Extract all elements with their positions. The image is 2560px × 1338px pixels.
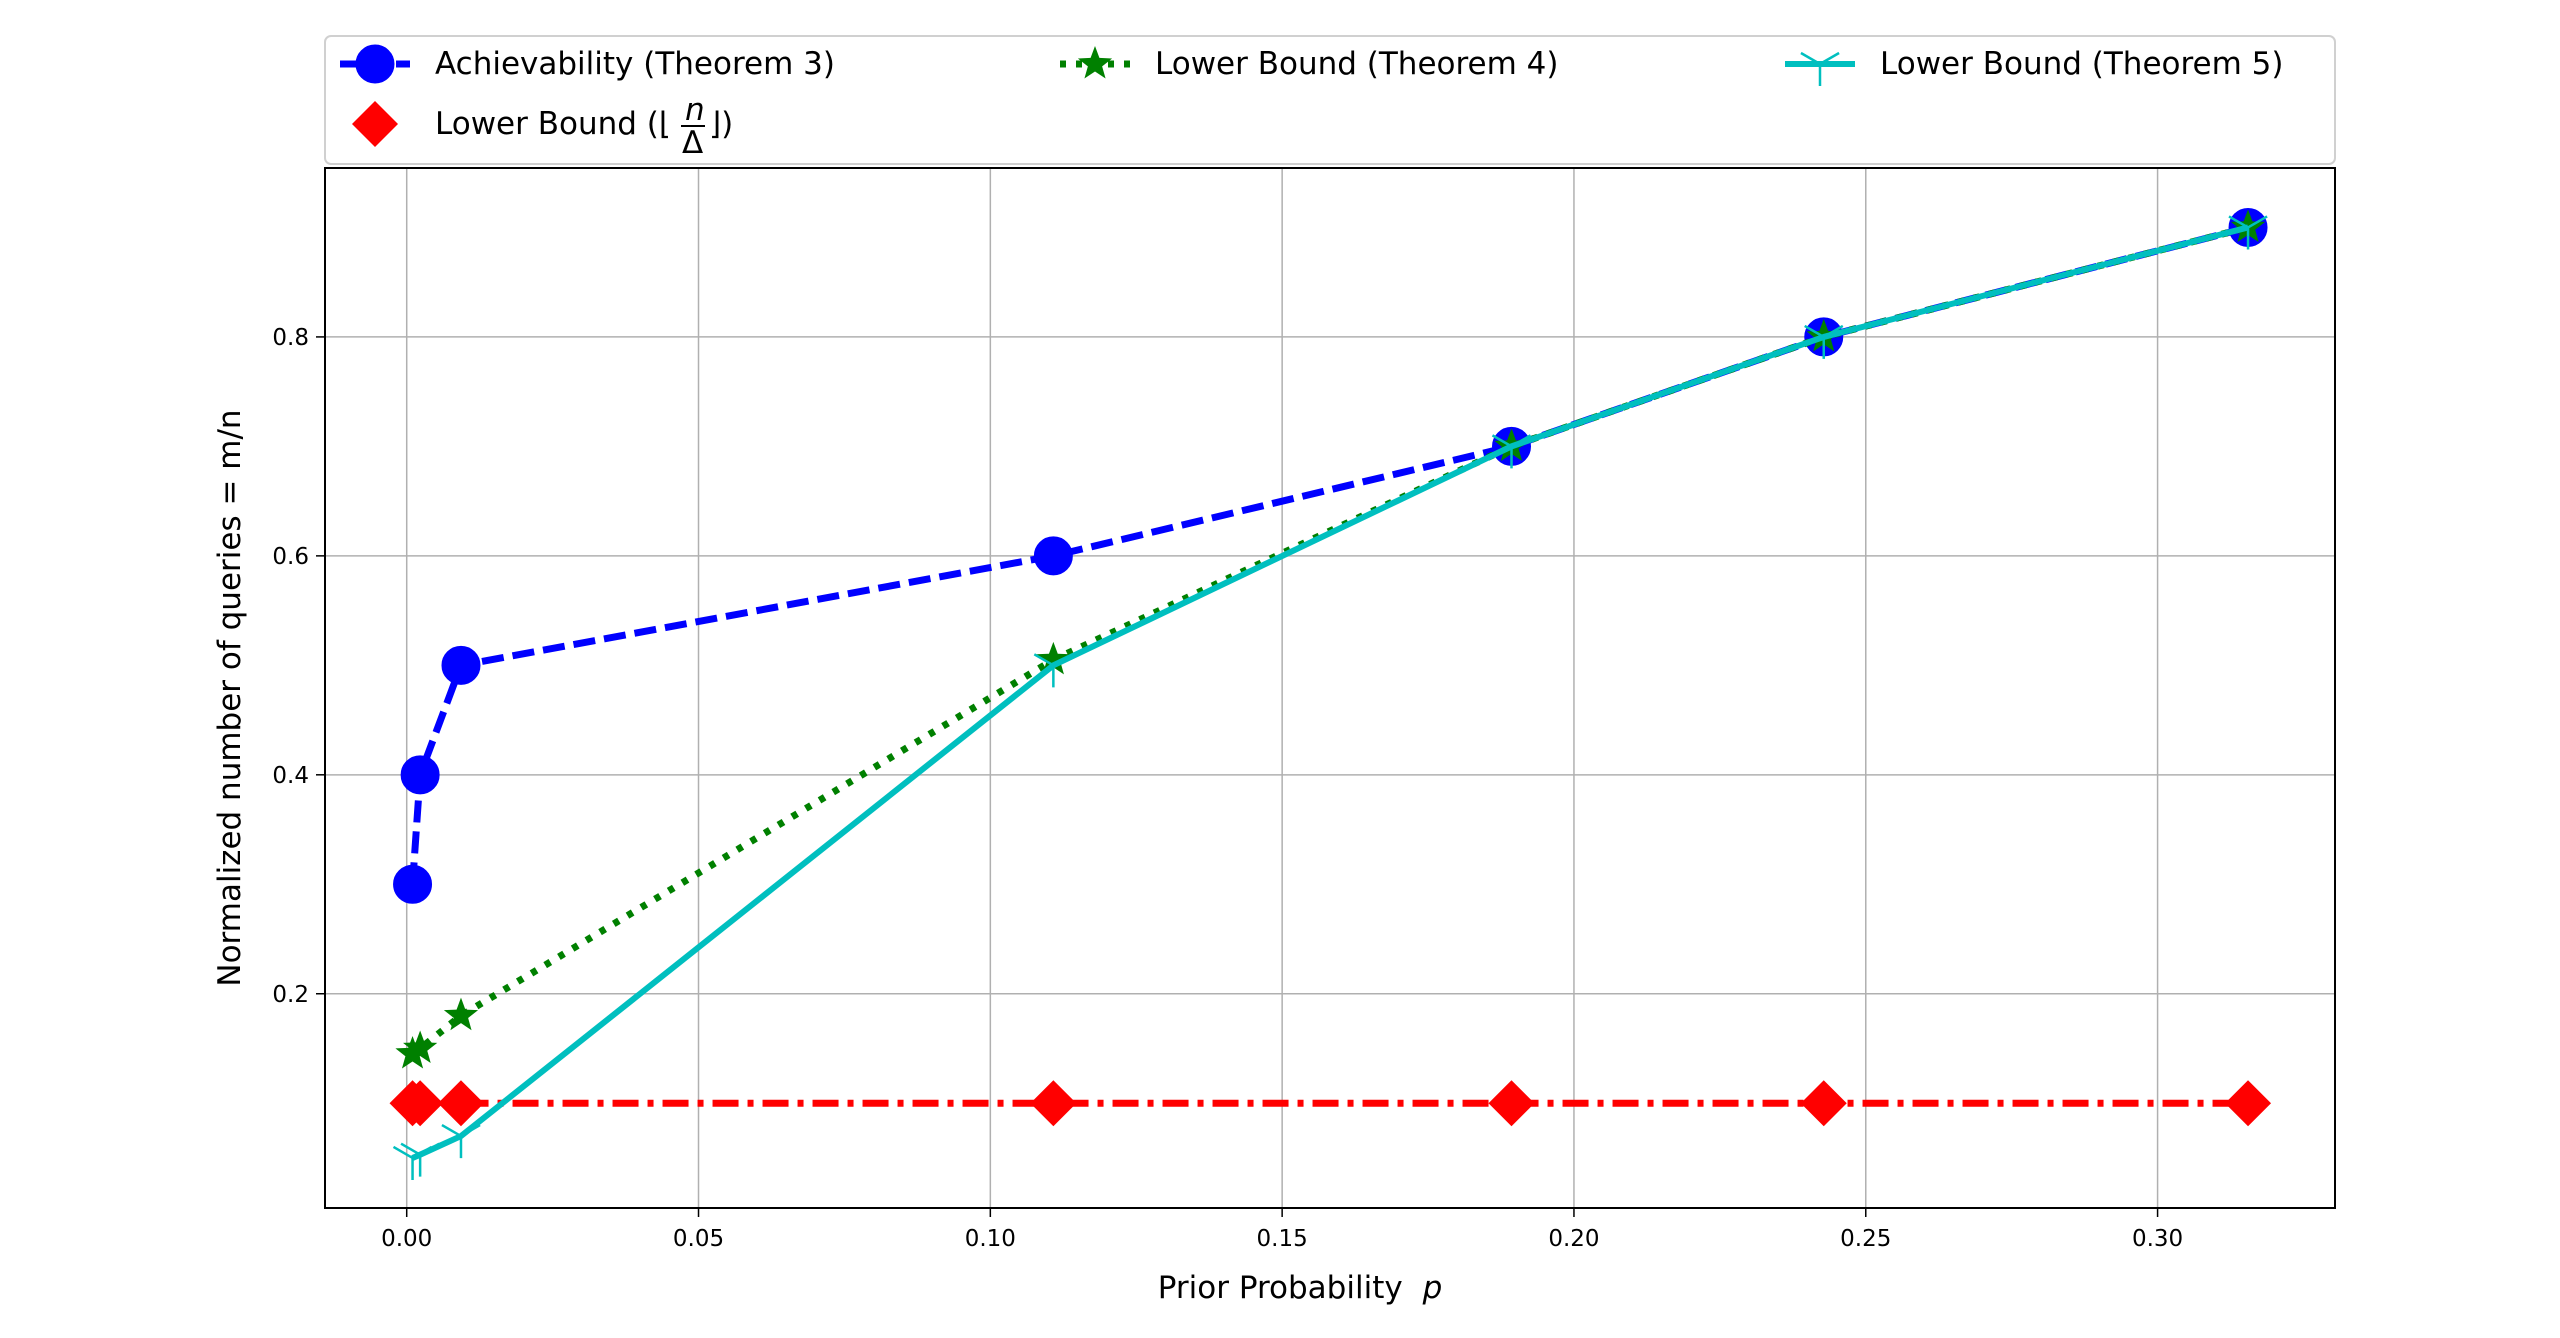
legend-label: Lower Bound (⌊ bbox=[435, 106, 671, 142]
legend-label: Lower Bound (Theorem 4) bbox=[1155, 46, 1559, 82]
data-point bbox=[395, 1035, 430, 1069]
legend-marker bbox=[1800, 51, 1840, 86]
y-tick-label: 0.2 bbox=[272, 982, 309, 1008]
x-axis-label-text: Prior Probability bbox=[1158, 1270, 1403, 1306]
x-axis-label: Prior Probability p bbox=[1158, 1270, 1443, 1306]
legend-label-suffix: ⌋) bbox=[709, 106, 733, 142]
legend-entry: Lower Bound (⌊ nΔ⌋) bbox=[352, 92, 733, 161]
legend-label-denominator: Δ bbox=[682, 125, 703, 161]
x-tick-label: 0.05 bbox=[673, 1226, 724, 1252]
legend-marker bbox=[355, 44, 395, 84]
data-point bbox=[2230, 209, 2266, 243]
data-point bbox=[1804, 324, 1844, 359]
legend-label: Achievability (Theorem 3) bbox=[435, 46, 835, 82]
legend-marker bbox=[352, 101, 398, 147]
legend-marker bbox=[1077, 46, 1113, 79]
data-point bbox=[1800, 1080, 1847, 1127]
x-tick-label: 0.25 bbox=[1840, 1226, 1891, 1252]
series-tri_down bbox=[392, 215, 2268, 1180]
data-point bbox=[403, 1030, 438, 1064]
ticks: 0.00 0.05 0.10 0.15 0.20 0.25 0.30 0.2 0.4 0.6 0.8 bbox=[272, 325, 2183, 1252]
data-point bbox=[393, 864, 433, 904]
data-point bbox=[400, 755, 440, 795]
legend-entry: Achievability (Theorem 3) bbox=[340, 44, 835, 84]
legend-entry: Lower Bound (Theorem 4) bbox=[1060, 46, 1559, 82]
y-tick-label: 0.8 bbox=[272, 325, 309, 351]
x-axis-label-variable: p bbox=[1422, 1270, 1443, 1306]
data-point bbox=[437, 1080, 484, 1127]
x-tick-label: 0.30 bbox=[2132, 1226, 2183, 1252]
legend-label: Lower Bound (Theorem 5) bbox=[1880, 46, 2284, 82]
y-tick-label: 0.4 bbox=[272, 763, 309, 789]
x-tick-label: 0.15 bbox=[1257, 1226, 1308, 1252]
data-point bbox=[441, 1123, 481, 1159]
data-point bbox=[1030, 1080, 1077, 1127]
series-star bbox=[395, 209, 2266, 1069]
series-layer bbox=[389, 207, 2272, 1180]
series-diamond bbox=[389, 1080, 2272, 1127]
x-tick-label: 0.20 bbox=[1548, 1226, 1599, 1252]
data-point bbox=[2225, 1080, 2272, 1127]
grid bbox=[325, 168, 2335, 1208]
x-tick-label: 0.10 bbox=[965, 1226, 1016, 1252]
data-point bbox=[1491, 434, 1532, 469]
x-tick-label: 0.00 bbox=[381, 1226, 432, 1252]
y-tick-label: 0.6 bbox=[272, 544, 309, 570]
data-point bbox=[1033, 536, 1073, 576]
y-axis-label: Normalized number of queries = m/n bbox=[212, 409, 248, 986]
legend: Achievability (Theorem 3) Lower Bound (Th… bbox=[324, 35, 2336, 165]
legend-box bbox=[324, 35, 2336, 165]
legend-label-numerator: n bbox=[685, 92, 705, 128]
data-point bbox=[400, 1142, 440, 1177]
data-point bbox=[2228, 215, 2268, 250]
series-line bbox=[410, 224, 2249, 1057]
legend-entry: Lower Bound (Theorem 5) bbox=[1785, 46, 2284, 86]
data-point bbox=[1036, 641, 1071, 675]
data-point bbox=[1488, 1080, 1535, 1127]
series-line bbox=[411, 224, 2249, 1161]
data-point bbox=[1033, 653, 1074, 688]
data-point bbox=[441, 645, 481, 685]
plot-frame bbox=[324, 167, 2336, 1209]
data-point bbox=[397, 1080, 444, 1127]
data-point bbox=[443, 997, 479, 1031]
